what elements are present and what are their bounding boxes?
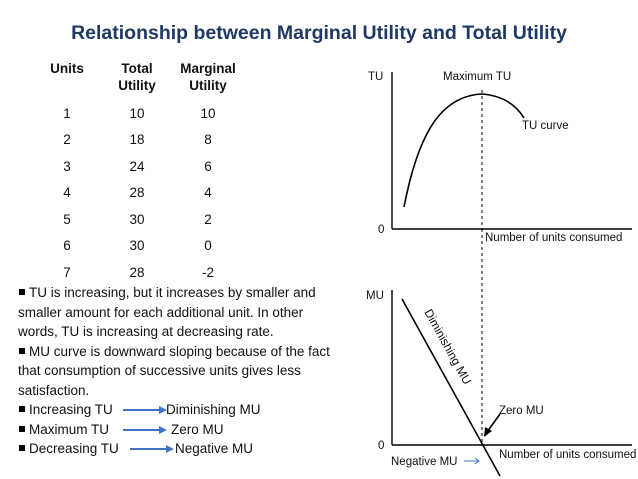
relation-decreasing: Decreasing TU Negative MU (18, 439, 368, 459)
mu-origin-label: 0 (378, 440, 384, 452)
mu-graph: MU 0 Number of units consumed Zero MU Ne… (366, 290, 636, 477)
relation-right: Diminishing MU (166, 402, 261, 417)
bullet-text: that consumption of successive units giv… (18, 363, 301, 378)
table-row: 5 30 2 (34, 206, 242, 233)
header-marginal-utility: Marginal Utility (180, 61, 236, 93)
table-row: 4 28 4 (34, 180, 242, 207)
cell-units: 1 (63, 105, 71, 121)
cell-units: 6 (63, 238, 71, 254)
tu-curve (403, 93, 525, 208)
bullet-line: smaller amount for each additional unit.… (18, 303, 368, 323)
mu-y-label: MU (366, 290, 384, 302)
explanation-bullets: TU is increasing, but it increases by sm… (18, 283, 368, 459)
tu-x-label: Number of units consumed (485, 232, 622, 244)
cell-tu: 18 (129, 132, 145, 148)
bullet-line: that consumption of successive units giv… (18, 361, 368, 381)
mu-line (401, 298, 501, 477)
table-row: 2 18 8 (34, 127, 242, 154)
bullet-text: words, TU is increasing at decreasing ra… (18, 324, 274, 339)
maximum-tu-label: Maximum TU (443, 71, 511, 83)
slide-title: Relationship between Marginal Utility an… (71, 22, 567, 44)
cell-mu: 8 (204, 132, 212, 148)
table-row: 7 28 -2 (34, 259, 242, 286)
relation-left: Maximum TU (29, 421, 110, 437)
table-row: 1 10 10 (34, 100, 242, 127)
header-total-utility: Total Utility (118, 61, 156, 93)
cell-units: 3 (63, 158, 71, 174)
bullet-line: TU is increasing, but it increases by sm… (18, 283, 368, 303)
bullet-line: words, TU is increasing at decreasing ra… (18, 322, 368, 342)
zero-mu-arrowhead-icon (484, 427, 492, 437)
negative-mu-label: Negative MU (391, 456, 457, 468)
bullet-square-icon (19, 347, 25, 354)
cell-units: 7 (63, 264, 71, 280)
cell-mu: 0 (204, 238, 212, 254)
header-units: Units (50, 61, 84, 76)
table-row: 6 30 0 (34, 233, 242, 260)
cell-units: 2 (63, 132, 71, 148)
relation-left: Decreasing TU (29, 441, 119, 456)
tu-curve-label: TU curve (522, 120, 569, 132)
utility-table: Units Total Utility Marginal Utility 1 10 10… (34, 60, 242, 286)
right-arrow-icon (130, 445, 174, 453)
bullet-line: satisfaction. (18, 381, 368, 401)
relation-increasing: Increasing TU Diminishing MU (18, 400, 368, 420)
tu-origin-label: 0 (378, 224, 384, 236)
relation-maximum: Maximum TU Zero MU (18, 420, 368, 440)
relation-right: Negative MU (175, 441, 254, 456)
cell-mu: -2 (201, 264, 214, 280)
cell-mu: 6 (204, 158, 212, 174)
zero-mu-arrow-icon (486, 413, 501, 433)
table-row: 3 24 6 (34, 153, 242, 180)
bullet-text: satisfaction. (18, 382, 90, 398)
zero-mu-label: Zero MU (499, 405, 544, 417)
cell-mu: 10 (200, 105, 216, 121)
mu-x-label: Number of units consumed (499, 449, 636, 461)
cell-mu: 4 (204, 185, 212, 201)
tu-graph: TU 0 Number of units consumed TU curve M… (368, 71, 632, 445)
cell-units: 5 (63, 211, 71, 227)
right-arrow-icon (123, 425, 167, 434)
bullet-text: smaller amount for each additional unit.… (18, 304, 304, 320)
bullet-square-icon (19, 425, 25, 432)
cell-tu: 24 (129, 158, 145, 174)
cell-tu: 28 (129, 264, 145, 280)
relation-right: Zero MU (171, 421, 224, 437)
cell-tu: 30 (129, 211, 145, 227)
bullet-text: TU is increasing, but it increases by sm… (29, 285, 316, 300)
negative-mu-arrowhead-icon (474, 457, 480, 465)
cell-tu: 10 (129, 105, 145, 121)
cell-tu: 28 (129, 185, 145, 201)
table-header-row: Units Total Utility Marginal Utility (34, 60, 242, 100)
bullet-square-icon (19, 406, 25, 413)
bullet-text: MU curve is downward sloping because of … (29, 343, 330, 359)
tu-y-label: TU (368, 71, 383, 83)
cell-mu: 2 (204, 211, 212, 227)
cell-units: 4 (63, 185, 71, 201)
bullet-square-icon (19, 445, 25, 452)
relation-left: Increasing TU (29, 402, 113, 417)
right-arrow-icon (123, 406, 167, 414)
cell-tu: 30 (129, 238, 145, 254)
bullet-square-icon (19, 289, 25, 296)
bullet-line: MU curve is downward sloping because of … (18, 342, 368, 362)
